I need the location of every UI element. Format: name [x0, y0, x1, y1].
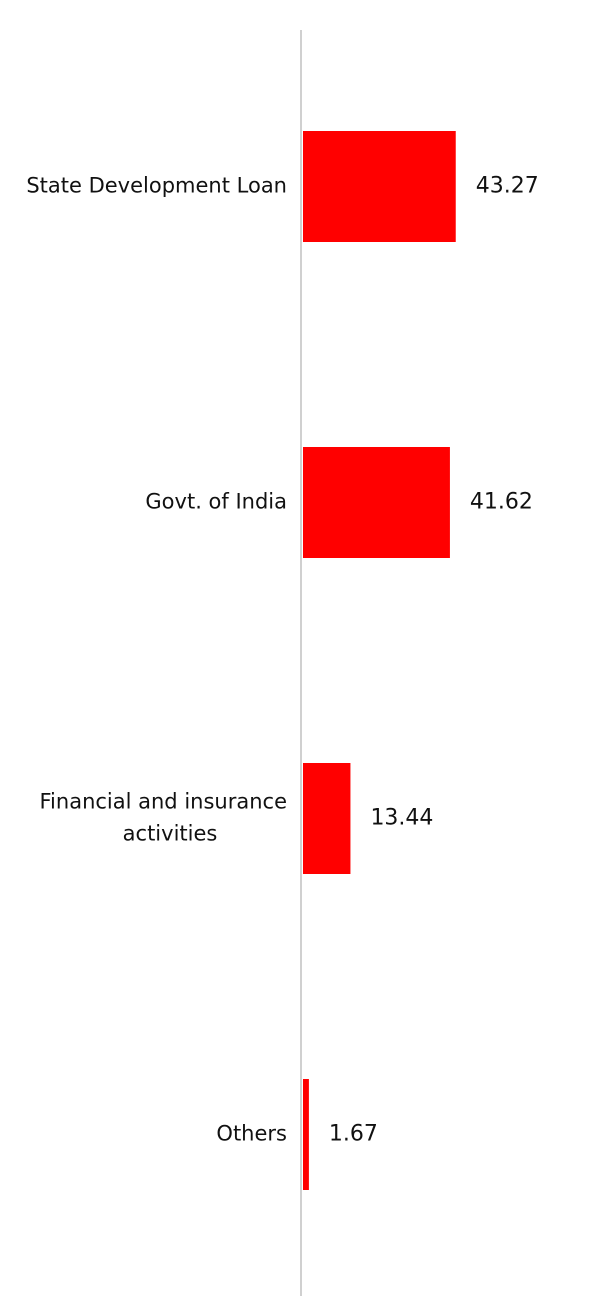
- bar-0: [303, 131, 456, 242]
- category-label-2-line-0: Financial and insurance: [40, 790, 288, 814]
- category-labels-layer: State Development Loan Govt. of India Fina…: [26, 174, 287, 1146]
- value-label-1: 41.62: [470, 490, 533, 515]
- value-label-3: 1.67: [329, 1122, 378, 1147]
- value-labels-layer: 43.27 41.62 13.44 1.67: [329, 174, 539, 1147]
- value-label-0: 43.27: [476, 174, 539, 199]
- bars-layer: [303, 131, 456, 1190]
- category-label-0: State Development Loan: [26, 174, 287, 198]
- bar-3: [303, 1079, 309, 1190]
- bar-1: [303, 447, 450, 558]
- category-label-3: Others: [216, 1122, 287, 1146]
- category-label-2-line-1: activities: [123, 822, 218, 846]
- bar-2: [303, 763, 351, 874]
- category-label-1: Govt. of India: [145, 490, 287, 514]
- value-label-2: 13.44: [370, 806, 433, 831]
